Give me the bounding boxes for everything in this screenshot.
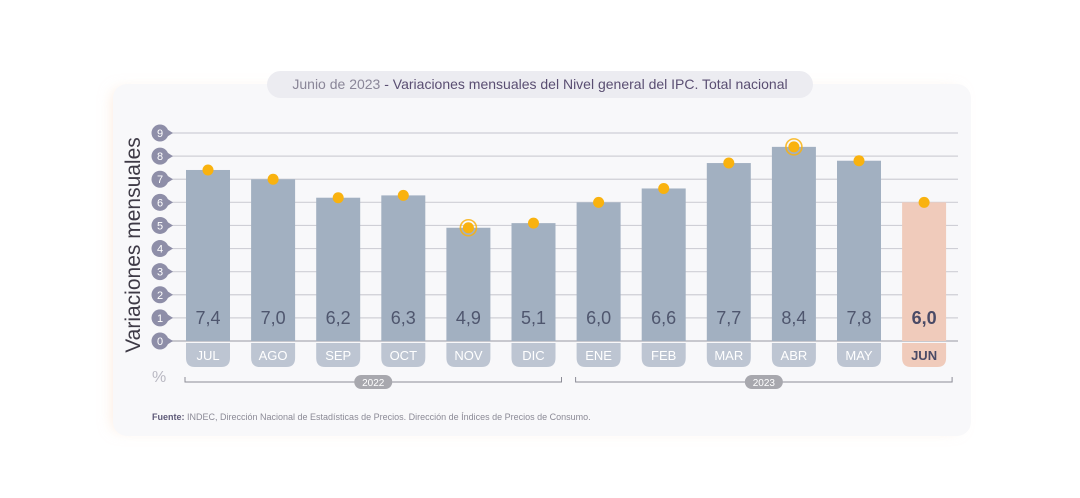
- y-tick-badge-circle: [151, 216, 169, 234]
- year-label: 2022: [362, 378, 385, 389]
- year-badge: [744, 375, 783, 389]
- bar-feb: [641, 188, 686, 341]
- month-tab: [706, 343, 751, 367]
- y-tick-label: 0: [157, 336, 163, 348]
- bar-may: [837, 160, 881, 341]
- data-label: 7,7: [716, 308, 741, 328]
- data-marker: [658, 182, 670, 194]
- y-tick-label: 6: [157, 197, 163, 209]
- y-tick-badge-circle: [151, 286, 169, 304]
- bar-ene: [576, 202, 621, 341]
- month-tab: [641, 343, 686, 367]
- data-label: 7,0: [261, 308, 286, 328]
- category-label: MAR: [714, 348, 743, 363]
- y-tick-label: 5: [157, 220, 163, 232]
- month-tab: [576, 343, 621, 367]
- source-note: Fuente: INDEC, Dirección Nacional de Est…: [152, 412, 591, 422]
- category-label: ENE: [585, 348, 612, 363]
- category-label: SEP: [325, 348, 351, 363]
- source-text: INDEC, Dirección Nacional de Estadística…: [184, 412, 591, 422]
- y-tick-label: 9: [157, 128, 163, 140]
- category-label: AGO: [259, 348, 288, 363]
- data-marker: [788, 141, 800, 153]
- data-marker: [853, 155, 865, 167]
- y-tick-badge-circle: [151, 263, 169, 281]
- data-label: 5,1: [521, 308, 546, 328]
- marker-ring: [785, 138, 803, 156]
- data-marker: [462, 222, 474, 234]
- month-tab: [381, 343, 426, 367]
- data-marker: [267, 173, 279, 185]
- month-tab: [771, 343, 816, 367]
- y-tick-badge-circle: [151, 240, 169, 258]
- data-label: 6,2: [326, 308, 351, 328]
- month-tab: [446, 343, 491, 367]
- category-label: FEB: [651, 348, 676, 363]
- data-label: 4,9: [456, 308, 481, 328]
- month-tab: [837, 343, 881, 367]
- category-label: MAY: [845, 348, 873, 363]
- bar-mar: [706, 163, 751, 341]
- bar-dic: [511, 223, 556, 341]
- month-tab: [511, 343, 556, 367]
- year-label: 2023: [753, 378, 776, 389]
- chart-title-separator: -: [380, 76, 393, 92]
- y-axis-unit: %: [152, 369, 167, 386]
- bar-ago: [251, 179, 296, 341]
- bar-jul: [186, 169, 230, 341]
- y-tick-badge-circle: [151, 124, 169, 142]
- marker-ring: [459, 218, 478, 237]
- data-marker: [593, 196, 605, 208]
- data-label: 7,8: [846, 308, 871, 328]
- month-tab: [186, 343, 230, 367]
- year-badge: [354, 375, 393, 389]
- data-label: 6,0: [586, 308, 611, 328]
- category-label: JUN: [911, 348, 937, 363]
- month-tab: [251, 343, 296, 367]
- category-label: DIC: [522, 348, 544, 363]
- source-label: Fuente:: [152, 412, 185, 422]
- month-tab: [902, 343, 947, 367]
- data-label: 7,4: [195, 308, 220, 328]
- y-tick-badge-circle: [151, 193, 169, 211]
- chart-title: Junio de 2023 - Variaciones mensuales de…: [267, 71, 813, 98]
- month-tab: [316, 343, 361, 367]
- bar-sep: [316, 197, 361, 341]
- category-label: OCT: [390, 348, 418, 363]
- category-label: NOV: [454, 348, 483, 363]
- y-tick-label: 7: [157, 174, 163, 186]
- data-marker: [723, 157, 735, 169]
- bar-nov: [446, 227, 491, 341]
- y-tick-label: 8: [157, 151, 163, 163]
- bar-jun: [902, 202, 947, 341]
- data-label: 6,3: [391, 308, 416, 328]
- chart-title-text: Variaciones mensuales del Nivel general …: [392, 76, 788, 92]
- data-marker: [397, 189, 409, 201]
- category-label: JUL: [196, 348, 219, 363]
- data-marker: [918, 196, 930, 208]
- data-marker: [332, 192, 344, 204]
- y-tick-badge-circle: [151, 309, 169, 327]
- bar-abr: [771, 146, 816, 341]
- category-label: ABR: [781, 348, 808, 363]
- chart-title-date: Junio de 2023: [292, 76, 381, 92]
- y-tick-badge-circle: [151, 170, 169, 188]
- data-label: 6,0: [912, 308, 937, 328]
- bar-oct: [381, 195, 426, 341]
- y-tick-badge-circle: [151, 147, 169, 165]
- y-tick-label: 2: [157, 290, 163, 302]
- data-marker: [528, 217, 539, 229]
- y-tick-label: 4: [157, 244, 163, 256]
- data-label: 8,4: [781, 308, 806, 328]
- y-tick-label: 3: [157, 267, 163, 279]
- y-tick-label: 1: [157, 313, 163, 325]
- y-tick-badge-circle: [151, 332, 169, 350]
- data-marker: [202, 164, 214, 176]
- data-label: 6,6: [651, 308, 676, 328]
